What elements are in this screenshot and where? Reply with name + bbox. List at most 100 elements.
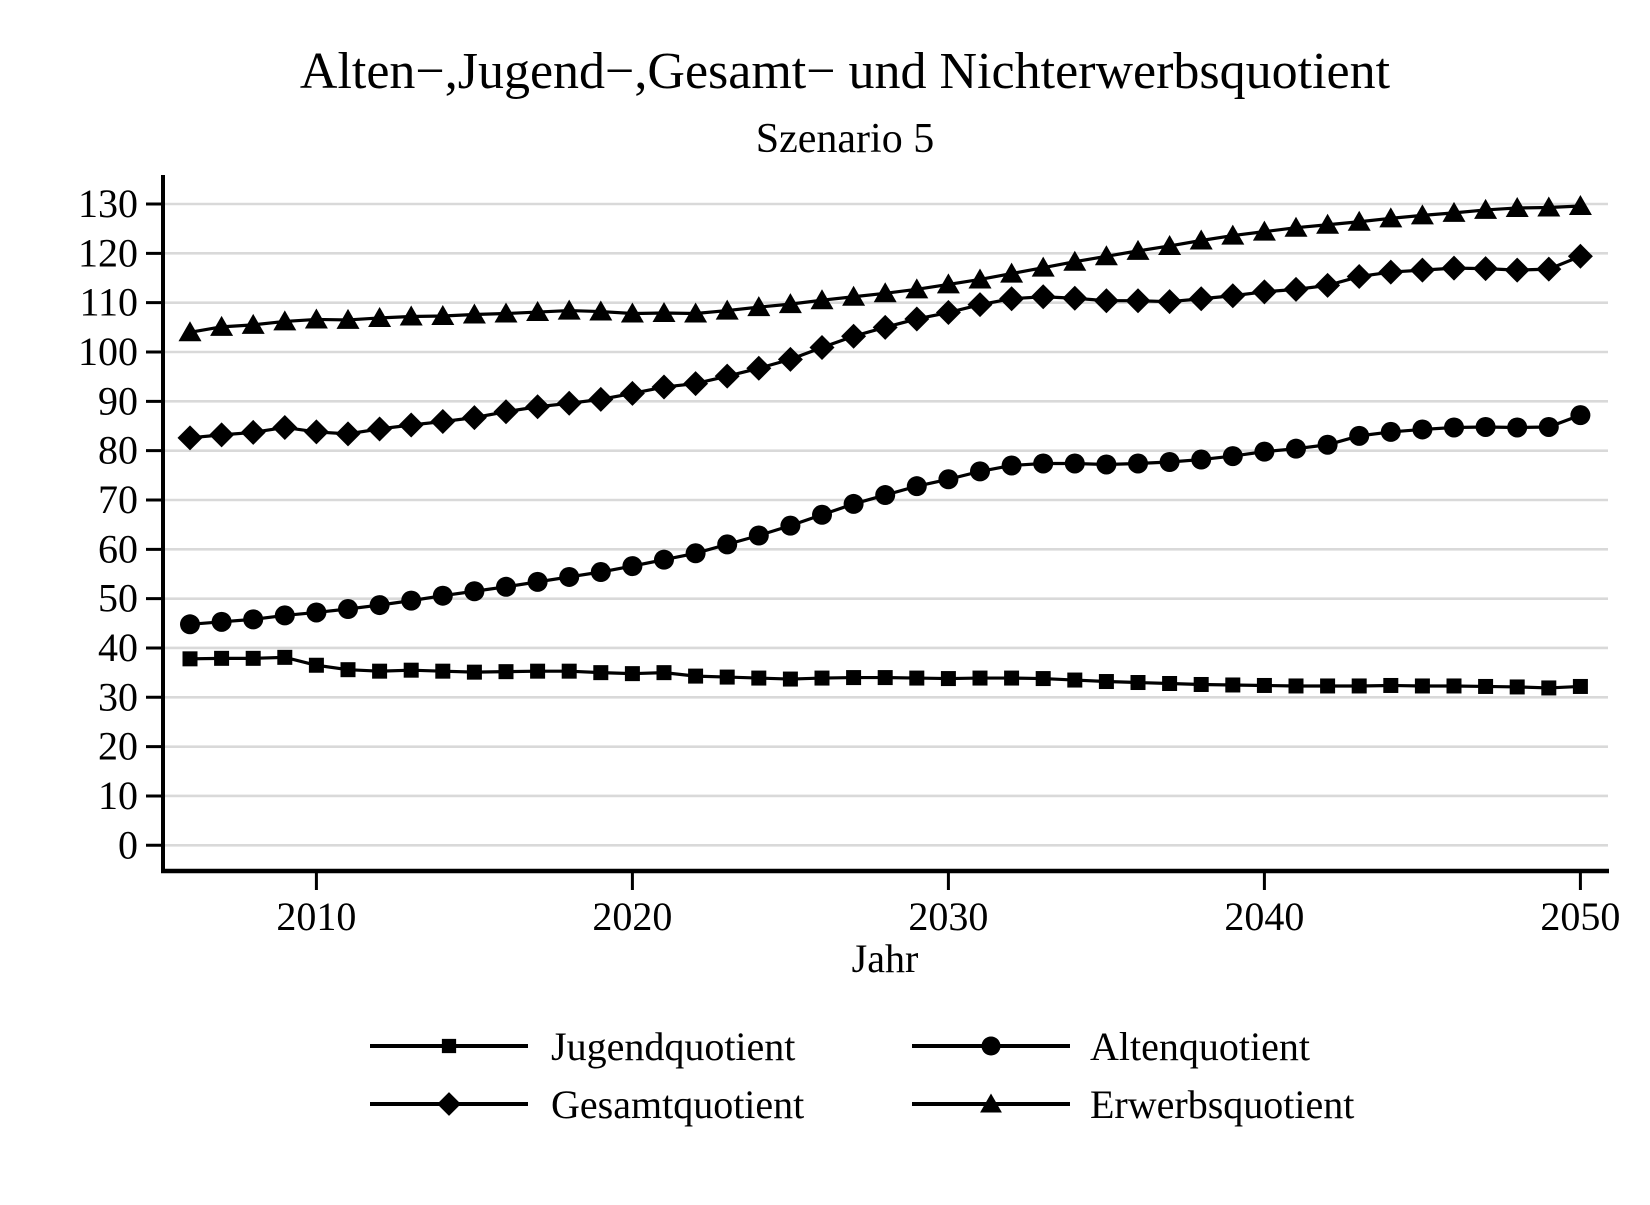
square-marker-2046 [1446,678,1462,694]
y-tick-label-20: 20 [98,724,138,769]
square-marker-2027 [846,670,862,686]
triangle-marker-2030 [936,273,960,294]
legend-triangle-marker [980,1093,1002,1113]
y-tick-label-60: 60 [98,526,138,571]
y-tick-label-120: 120 [78,230,138,275]
series-erwerbsquotient [178,194,1592,342]
diamond-marker-2046 [1441,255,1467,281]
square-marker-2012 [372,663,388,679]
circle-marker-2035 [1096,454,1117,475]
circle-marker-2032 [1001,455,1022,476]
circle-marker-2015 [464,581,485,602]
legend-square-marker [441,1038,457,1054]
circle-marker-2012 [369,595,390,616]
diamond-marker-2008 [240,419,266,445]
circle-marker-2038 [1191,449,1212,470]
circle-marker-2010 [306,602,327,623]
legend-label-triangle: Erwerbsquotient [1090,1082,1354,1127]
square-marker-2019 [593,665,609,681]
legend-diamond-marker [437,1092,461,1116]
triangle-marker-2019 [589,300,613,321]
circle-marker-2037 [1159,452,1180,473]
triangle-marker-2046 [1442,201,1466,222]
square-marker-2032 [1004,670,1020,686]
circle-marker-2042 [1317,434,1338,455]
triangle-marker-2033 [1031,256,1055,277]
diamond-marker-2026 [809,335,835,361]
circle-marker-2024 [748,525,769,546]
circle-marker-2021 [654,549,674,570]
square-marker-2050 [1572,678,1588,694]
triangle-marker-2018 [557,299,581,320]
triangle-marker-2035 [1094,245,1118,266]
diamond-marker-2019 [588,386,614,412]
y-tick-label-130: 130 [78,181,138,226]
triangle-marker-2038 [1189,229,1213,250]
chart-subtitle: Szenario 5 [756,116,934,162]
circle-marker-2050 [1570,405,1591,426]
square-marker-2042 [1320,678,1336,694]
y-tick-label-10: 10 [98,773,138,818]
diamond-marker-2030 [935,300,961,326]
legend-label-diamond: Gesamtquotient [551,1082,804,1127]
circle-marker-2048 [1507,417,1528,438]
square-marker-2040 [1256,677,1272,693]
triangle-marker-2017 [526,301,550,322]
x-axis-title: Jahr [852,936,919,981]
square-marker-2013 [403,662,419,678]
square-marker-2030 [940,671,956,687]
y-tick-label-50: 50 [98,576,138,621]
square-marker-2048 [1509,679,1525,695]
triangle-marker-2009 [273,310,297,331]
circle-marker-2026 [812,504,832,525]
square-marker-2016 [498,664,514,680]
circle-marker-2011 [338,599,358,620]
triangle-marker-2008 [241,313,265,334]
diamond-marker-2031 [967,292,993,318]
diamond-marker-2022 [683,371,709,397]
diamond-marker-2028 [872,314,898,340]
circle-marker-2049 [1538,416,1559,437]
triangle-marker-2039 [1221,224,1245,245]
square-marker-2014 [435,663,451,679]
diamond-marker-2009 [272,414,298,440]
circle-marker-2036 [1128,453,1148,474]
triangle-marker-2031 [968,268,992,289]
circle-marker-2009 [274,605,295,626]
circle-marker-2039 [1222,446,1243,467]
legend-entry-gesamtquotient: Gesamtquotient [370,1082,804,1127]
diamond-marker-2016 [493,399,519,425]
x-tick-label-2040: 2040 [1224,894,1304,939]
circle-marker-2040 [1254,441,1275,462]
square-marker-2022 [688,668,704,684]
x-axis-labels-group: 2010 2020 2030 2040 2050 [276,894,1620,939]
circle-marker-2020 [622,556,643,577]
circle-marker-2046 [1444,417,1464,438]
diamond-marker-2035 [1093,288,1119,314]
square-marker-2043 [1351,678,1367,694]
diamond-marker-2047 [1473,256,1499,282]
triangle-marker-2026 [810,289,834,310]
square-marker-2015 [466,664,482,680]
axes-group [161,175,1609,874]
y-tick-label-90: 90 [98,378,138,423]
triangle-marker-2044 [1379,207,1403,228]
diamond-marker-2023 [714,363,740,389]
circle-marker-2006 [180,614,200,635]
circle-marker-2007 [211,611,232,632]
triangle-marker-2027 [842,285,866,306]
circle-marker-2034 [1064,453,1085,474]
y-tick-label-30: 30 [98,674,138,719]
diamond-marker-2040 [1251,279,1277,305]
diamond-marker-2036 [1125,288,1151,314]
triangle-marker-2043 [1347,210,1371,231]
triangle-marker-2013 [399,305,423,326]
triangle-marker-2048 [1505,196,1529,217]
series-altenquotient [180,405,1591,635]
diamond-marker-2050 [1567,243,1593,269]
triangle-marker-2049 [1537,196,1561,217]
triangle-marker-2011 [336,308,360,329]
square-marker-2041 [1288,678,1304,694]
diamond-marker-2012 [367,416,393,442]
